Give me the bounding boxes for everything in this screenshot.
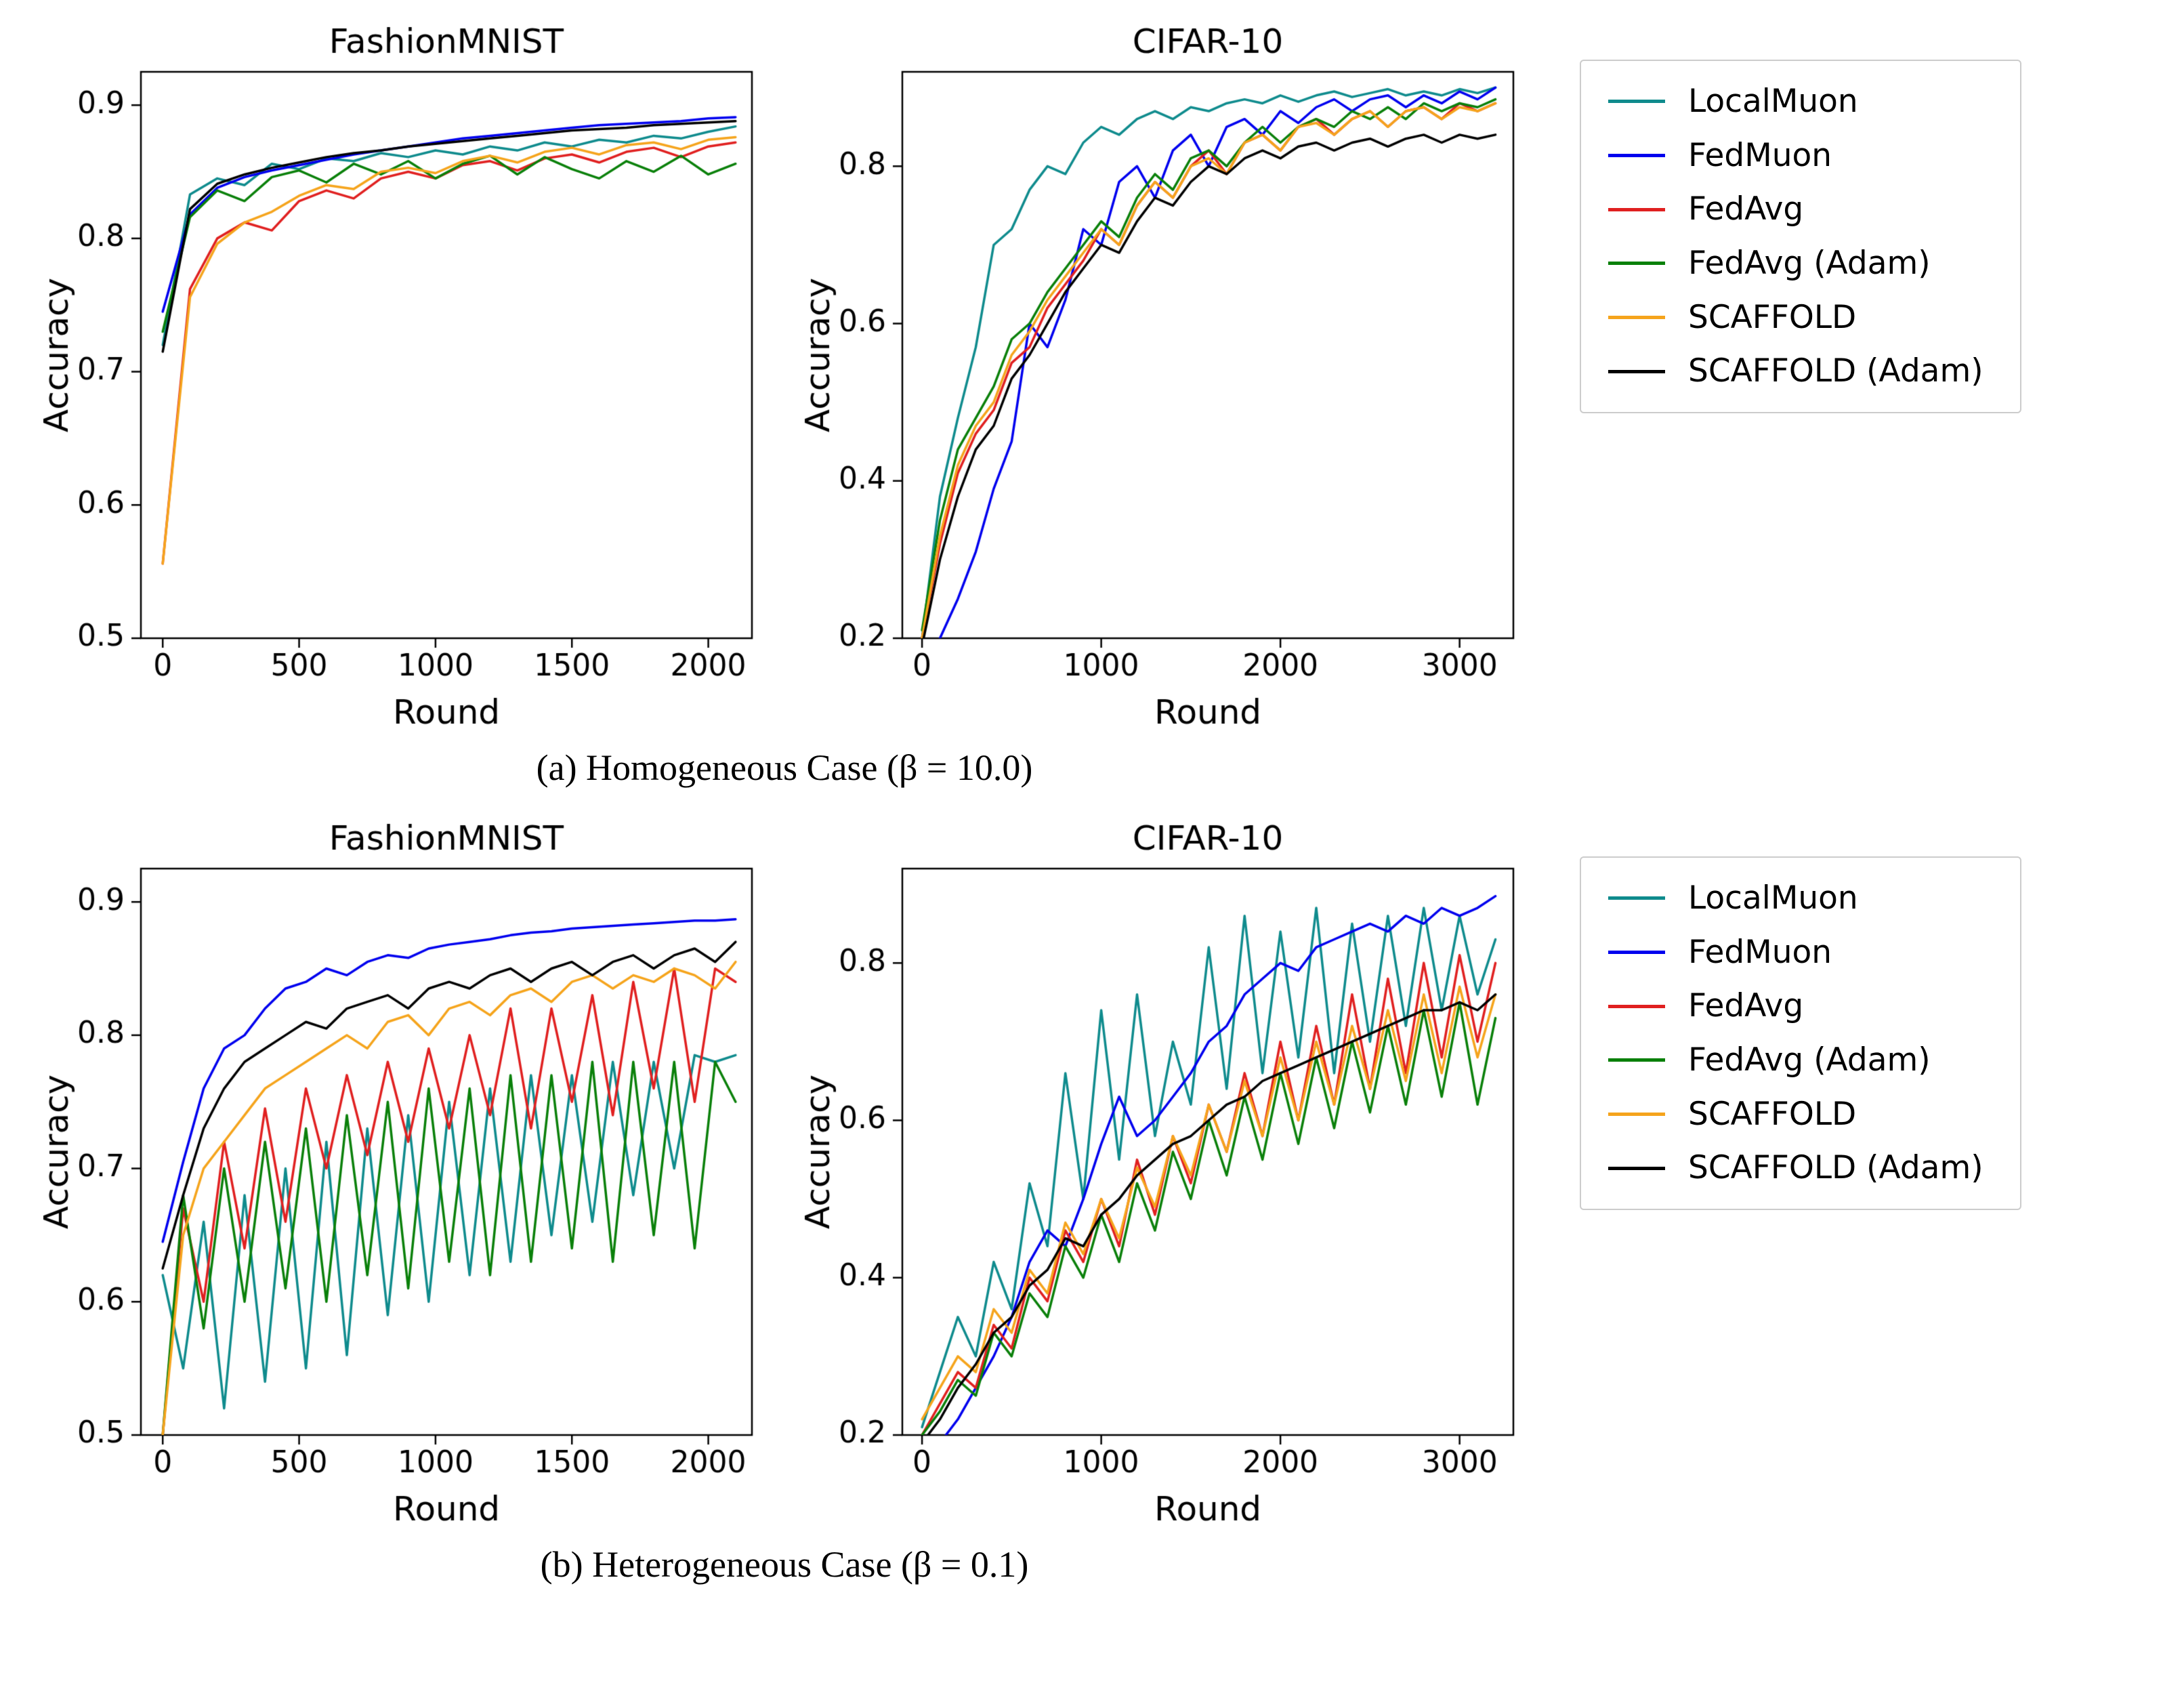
legend-label: FedMuon <box>1688 136 1832 174</box>
legend-label: SCAFFOLD (Adam) <box>1688 1149 1983 1187</box>
legend-heterogeneous: LocalMuon FedMuon FedAvg FedAvg (Adam) SCAFF… <box>1580 856 2021 1211</box>
legend-line-swatch <box>1608 316 1665 320</box>
chart-fashionmnist-heterogeneous <box>38 813 770 1531</box>
legend-item: FedAvg (Adam) <box>1608 1043 1988 1078</box>
caption-homogeneous: (a) Homogeneous Case (β = 10.0) <box>536 747 1033 788</box>
chart-fashionmnist-homogeneous <box>38 16 770 734</box>
caption-heterogeneous: (b) Heterogeneous Case (β = 0.1) <box>540 1544 1029 1585</box>
legend-line-swatch <box>1608 1058 1665 1062</box>
legend-item: FedAvg <box>1608 989 1988 1024</box>
legend-item: FedMuon <box>1608 933 1988 971</box>
legend-label: FedMuon <box>1688 933 1832 971</box>
legend-item: SCAFFOLD <box>1608 1097 1988 1132</box>
legend-label: SCAFFOLD (Adam) <box>1688 352 1983 390</box>
legend-line-swatch <box>1608 951 1665 955</box>
legend-item: SCAFFOLD <box>1608 300 1988 335</box>
panel-homogeneous: LocalMuon FedMuon FedAvg FedAvg (Adam) SCAFF… <box>38 16 2184 789</box>
legend-label: SCAFFOLD <box>1688 1095 1857 1133</box>
legend-label: LocalMuon <box>1688 83 1858 120</box>
legend-line-swatch <box>1608 262 1665 266</box>
legend-item: SCAFFOLD (Adam) <box>1608 1150 1988 1186</box>
legend-label: FedAvg (Adam) <box>1688 245 1931 283</box>
legend-label: FedAvg (Adam) <box>1688 1041 1931 1079</box>
legend-line-swatch <box>1608 1113 1665 1117</box>
legend-item: LocalMuon <box>1608 84 1988 119</box>
legend-line-swatch <box>1608 896 1665 900</box>
legend-label: SCAFFOLD <box>1688 298 1857 336</box>
legend-item: FedAvg (Adam) <box>1608 246 1988 281</box>
panel-heterogeneous: LocalMuon FedMuon FedAvg FedAvg (Adam) SCAFF… <box>38 813 2184 1585</box>
legend-line-swatch <box>1608 1166 1665 1170</box>
legend-homogeneous: LocalMuon FedMuon FedAvg FedAvg (Adam) SCAFF… <box>1580 60 2021 414</box>
legend-line-swatch <box>1608 207 1665 211</box>
legend-label: LocalMuon <box>1688 879 1858 917</box>
figure: LocalMuon FedMuon FedAvg FedAvg (Adam) SCAFF… <box>38 16 2184 1585</box>
chart-cifar10-homogeneous <box>799 16 1531 734</box>
charts-row-a <box>38 16 1531 734</box>
legend-item: FedMuon <box>1608 138 1988 173</box>
legend-line-swatch <box>1608 369 1665 373</box>
legend-item: FedAvg <box>1608 192 1988 227</box>
legend-line-swatch <box>1608 154 1665 158</box>
legend-label: FedAvg <box>1688 987 1804 1025</box>
chart-cifar10-heterogeneous <box>799 813 1531 1531</box>
legend-item: LocalMuon <box>1608 881 1988 916</box>
charts-row-b <box>38 813 1531 1531</box>
legend-label: FedAvg <box>1688 190 1804 228</box>
legend-line-swatch <box>1608 1004 1665 1008</box>
legend-item: SCAFFOLD (Adam) <box>1608 354 1988 389</box>
legend-line-swatch <box>1608 100 1665 104</box>
